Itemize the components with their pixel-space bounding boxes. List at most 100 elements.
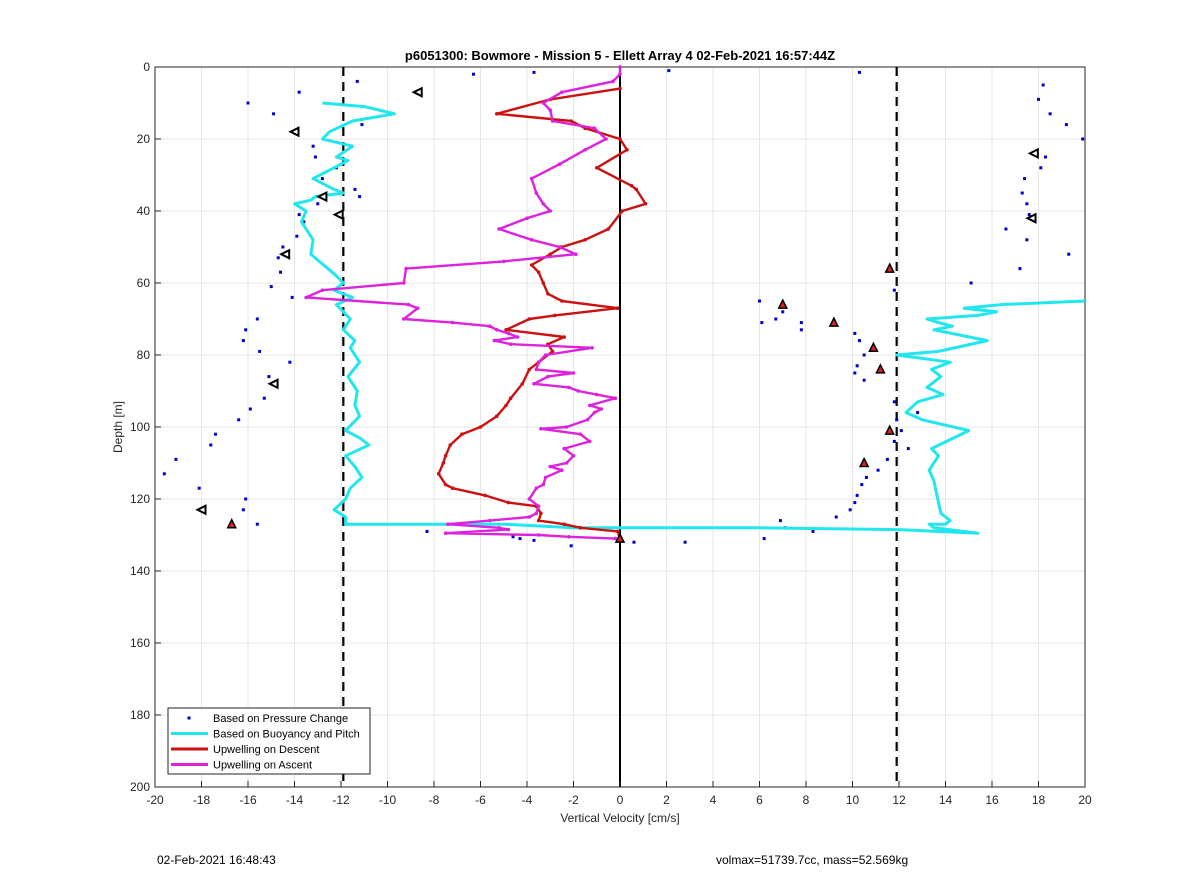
pressure-point (279, 270, 283, 274)
ascent-line-point (534, 486, 539, 491)
ascent-line-point (415, 306, 420, 311)
descent-line-point (618, 137, 622, 141)
ascent-line-point (541, 482, 546, 487)
pressure-point (781, 310, 785, 314)
filled-triangle-marker (777, 298, 788, 309)
ascent-line-point (564, 425, 569, 429)
x-axis-ticks: -20 -18 -16 -14 -12 -10 -8 -6 -4 -2 0 2 4 6 8 10 12 14 16 1… (146, 781, 1092, 807)
filled-triangle-marker (884, 424, 895, 435)
footer-timestamp: 02-Feb-2021 16:48:43 (157, 853, 276, 867)
pressure-point (853, 371, 857, 375)
descent-line-point (578, 526, 583, 530)
x-tick-label: -12 (332, 793, 350, 807)
ascent-line-point (585, 418, 590, 422)
pressure-point (237, 418, 241, 422)
ascent-line-point (536, 504, 541, 509)
ascent-line-point (557, 162, 562, 166)
ascent-line-point (587, 403, 592, 408)
ascent-line-point (548, 464, 553, 469)
pressure-point (1004, 227, 1008, 231)
ascent-line-point (594, 392, 599, 397)
pressure-point (864, 475, 868, 479)
ascent-line-point (604, 137, 608, 141)
pressure-point (1039, 166, 1043, 170)
ascent-line-point (550, 119, 555, 123)
pressure-point (916, 411, 920, 415)
pressure-point (1023, 177, 1027, 181)
pressure-point (885, 457, 889, 461)
pressure-point (532, 538, 536, 542)
ascent-line-point (613, 396, 618, 401)
pressure-point (313, 155, 317, 159)
open-triangle-marker (267, 378, 279, 390)
pressure-point (532, 70, 536, 74)
descent-line-point (506, 500, 511, 505)
ascent-line-point (406, 302, 411, 307)
descent-line-point (529, 263, 534, 267)
y-tick-label: 60 (137, 276, 151, 290)
ascent-line-point (304, 295, 308, 300)
ascent-line-point (574, 252, 578, 256)
ascent-line-point (592, 126, 597, 130)
reference-lines (342, 67, 898, 787)
ascent-line-point (546, 374, 550, 379)
ascent-line-point (497, 526, 501, 530)
pressure-point (834, 515, 838, 519)
ascent-line-point (571, 454, 576, 458)
pressure-point (255, 522, 259, 526)
descent-line-point (483, 493, 487, 498)
filled-triangle-marker (226, 518, 237, 529)
ascent-line-point (541, 101, 546, 105)
filled-triangle-marker (875, 363, 886, 374)
ascent-line-point (492, 338, 497, 343)
descent-line-point (625, 148, 629, 152)
pressure-point (197, 486, 201, 490)
pressure-point (255, 317, 259, 321)
pressure-point (1037, 97, 1040, 101)
x-tick-label: -10 (379, 793, 397, 807)
descent-line-point (460, 432, 464, 437)
pressure-point (862, 353, 866, 357)
x-tick-label: -4 (522, 793, 533, 807)
descent-line-point (536, 270, 541, 275)
pressure-point (241, 339, 245, 343)
descent-line-point (583, 238, 587, 242)
x-tick-label: 2 (663, 793, 670, 807)
open-triangle-marker (316, 190, 328, 203)
pressure-point (762, 537, 766, 541)
x-tick-label: -20 (146, 793, 164, 807)
legend-label: Based on Buoyancy and Pitch (213, 729, 360, 741)
descent-line-point (478, 425, 483, 429)
descent-line-point (615, 306, 620, 311)
pressure-point (295, 234, 299, 238)
pressure-point (848, 508, 852, 512)
descent-line-point (441, 461, 446, 465)
descent-line-point (594, 166, 599, 170)
ascent-line-point (562, 446, 566, 451)
descent-line-point (541, 281, 546, 285)
ascent-line-point (527, 515, 532, 519)
x-tick-label: -6 (475, 793, 486, 807)
x-tick-label: -18 (193, 793, 211, 807)
series-layer (162, 65, 1086, 548)
ascent-line-point (515, 335, 520, 339)
ascent-line-point (501, 259, 506, 264)
ascent-line-point (529, 176, 534, 181)
pressure-point (311, 144, 315, 148)
pressure-point (632, 540, 636, 544)
ascent-line-point (443, 531, 448, 535)
ascent-line-point (592, 410, 597, 415)
descent-line-point (450, 486, 455, 491)
pressure-point (899, 429, 903, 433)
y-tick-label: 180 (130, 708, 150, 722)
x-axis-label: Vertical Velocity [cm/s] (560, 811, 679, 825)
pressure-point (262, 396, 266, 400)
pressure-point (276, 256, 280, 260)
descent-line-point (536, 518, 541, 523)
x-tick-label: 12 (892, 793, 906, 807)
y-tick-label: 0 (143, 60, 150, 74)
ascent-line-point (320, 288, 325, 293)
pressure-point (969, 281, 973, 285)
footer-vol-mass: volmax=51739.7cc, mass=52.569kg (716, 853, 909, 867)
